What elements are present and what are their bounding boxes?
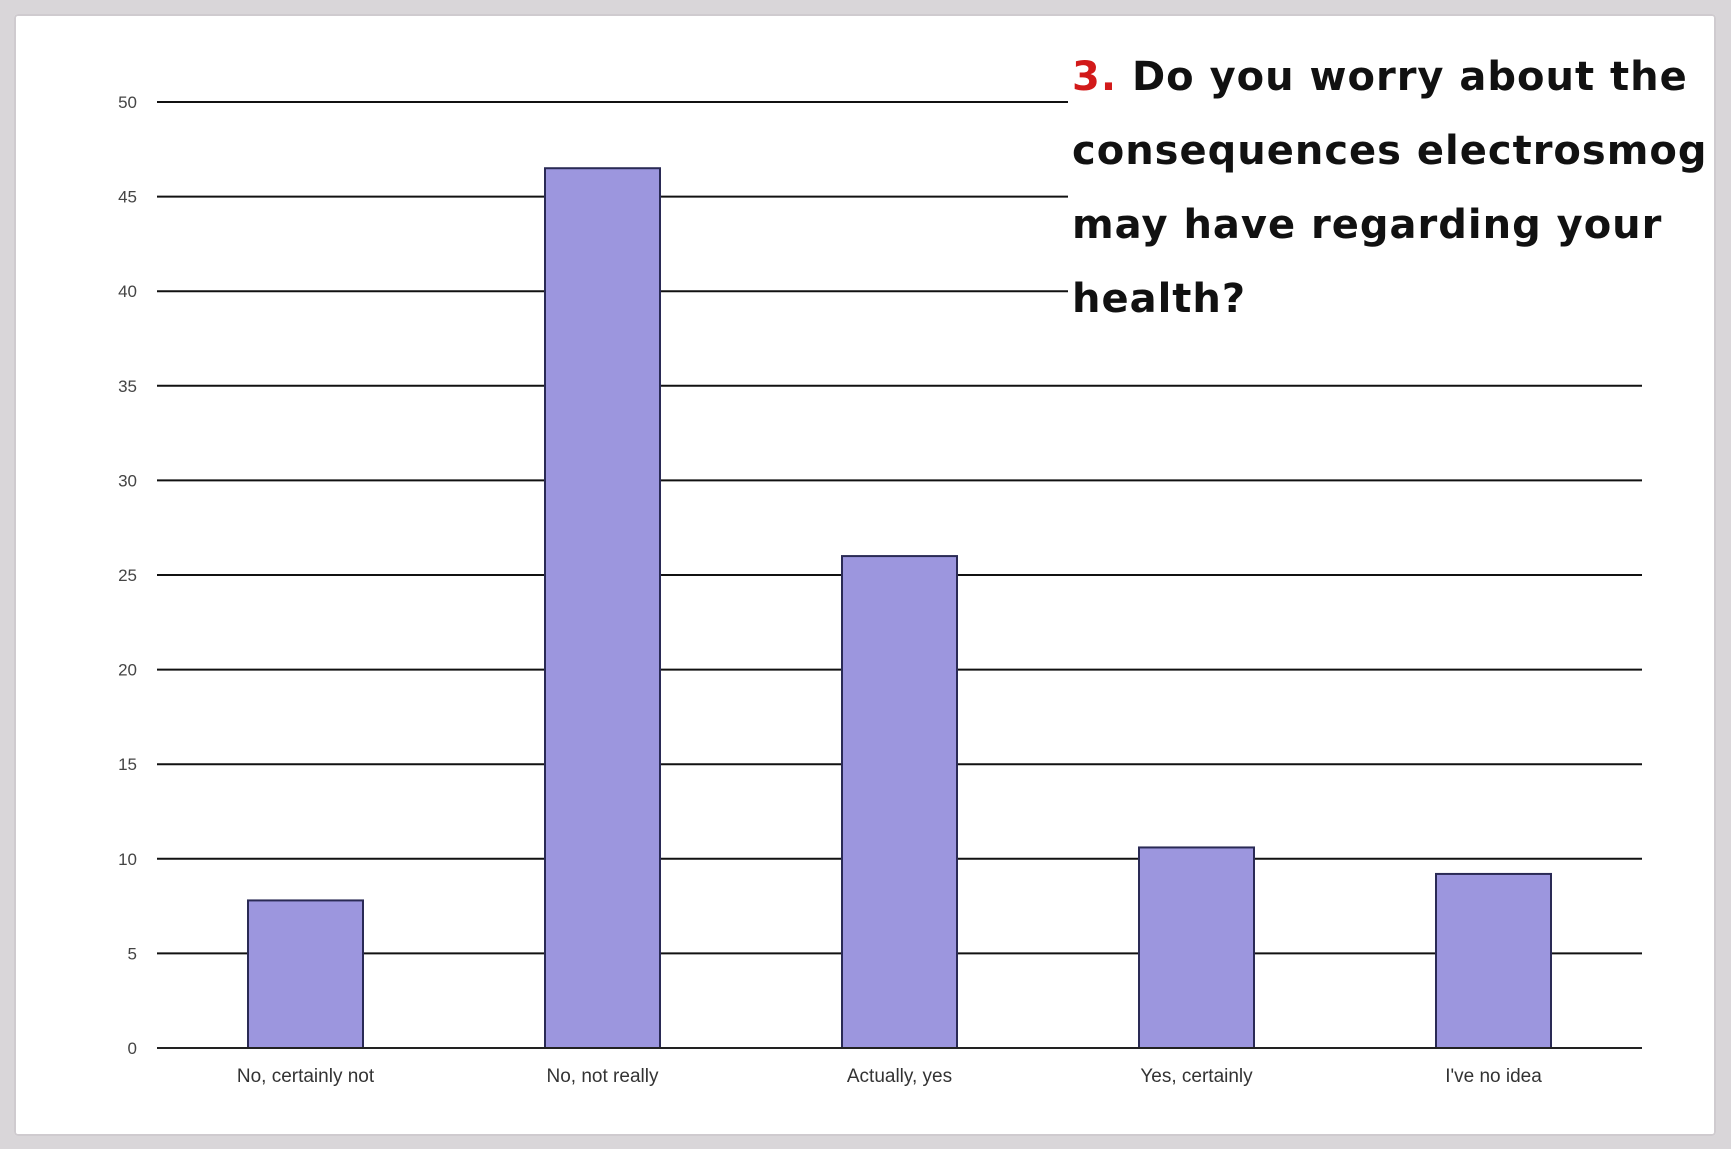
x-category-label: Yes, certainly (1140, 1066, 1253, 1087)
y-tick-label: 25 (118, 566, 137, 585)
x-category-label: No, certainly not (237, 1066, 375, 1087)
x-category-label: I've no idea (1445, 1066, 1542, 1087)
y-tick-label: 20 (118, 661, 137, 680)
x-category-label: No, not really (547, 1066, 659, 1087)
question-number: 3. (1072, 54, 1118, 100)
y-tick-label: 10 (118, 850, 137, 869)
bar (1435, 872, 1552, 1049)
y-axis-tick-labels: 0 5 10 15 20 25 30 35 40 45 50 (118, 93, 137, 1058)
bars (247, 167, 1552, 1050)
x-axis-category-labels: No, certainly not No, not really Actually,… (237, 1066, 1542, 1087)
y-tick-label: 50 (118, 93, 137, 112)
chart-title: 3. Do you worry about the consequences e… (1068, 40, 1712, 336)
bar (841, 555, 958, 1050)
y-tick-label: 40 (118, 282, 137, 301)
question-text: Do you worry about the consequences elec… (1072, 54, 1708, 322)
bar (247, 899, 364, 1050)
y-tick-label: 15 (118, 755, 137, 774)
bar (544, 167, 661, 1050)
y-tick-label: 45 (118, 188, 137, 207)
x-category-label: Actually, yes (847, 1066, 952, 1087)
y-tick-label: 5 (128, 944, 137, 963)
y-tick-label: 35 (118, 377, 137, 396)
y-tick-label: 30 (118, 471, 137, 490)
y-tick-label: 0 (128, 1039, 137, 1058)
bar (1138, 846, 1255, 1049)
